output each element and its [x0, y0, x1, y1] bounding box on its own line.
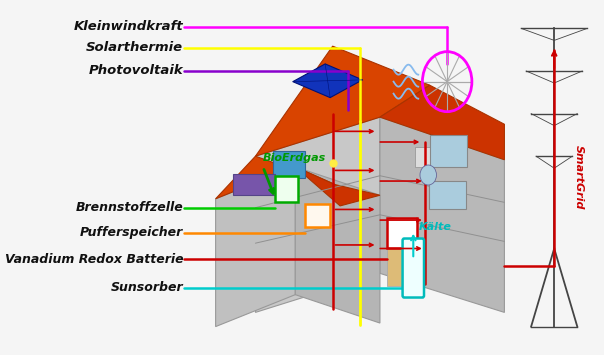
Polygon shape: [293, 64, 362, 98]
Polygon shape: [380, 85, 504, 160]
Text: Kleinwindkraft: Kleinwindkraft: [74, 20, 183, 33]
Text: Pufferspeicher: Pufferspeicher: [80, 226, 183, 239]
Polygon shape: [255, 117, 380, 312]
Text: Photovoltaik: Photovoltaik: [89, 65, 183, 77]
Text: Vanadium Redox Batterie: Vanadium Redox Batterie: [5, 253, 183, 266]
Text: Sunsorber: Sunsorber: [111, 281, 183, 294]
Bar: [233, 174, 275, 195]
Bar: [387, 218, 417, 248]
Text: Brennstoffzelle: Brennstoffzelle: [76, 201, 183, 214]
Bar: [429, 181, 466, 209]
Text: Kälte: Kälte: [419, 222, 452, 232]
Polygon shape: [380, 117, 504, 312]
Bar: [429, 135, 467, 167]
Bar: [387, 245, 406, 286]
Text: SmartGrid: SmartGrid: [574, 145, 584, 210]
Text: Solarthermie: Solarthermie: [86, 42, 183, 54]
Circle shape: [420, 165, 437, 185]
Text: BioErdgas: BioErdgas: [263, 153, 326, 163]
Polygon shape: [255, 46, 429, 156]
Bar: [415, 147, 442, 167]
Bar: [273, 151, 305, 178]
Bar: [305, 204, 330, 227]
FancyBboxPatch shape: [403, 239, 424, 297]
Polygon shape: [216, 156, 335, 199]
Polygon shape: [295, 167, 380, 206]
Bar: [275, 176, 298, 202]
Polygon shape: [295, 167, 380, 323]
Polygon shape: [216, 167, 295, 327]
